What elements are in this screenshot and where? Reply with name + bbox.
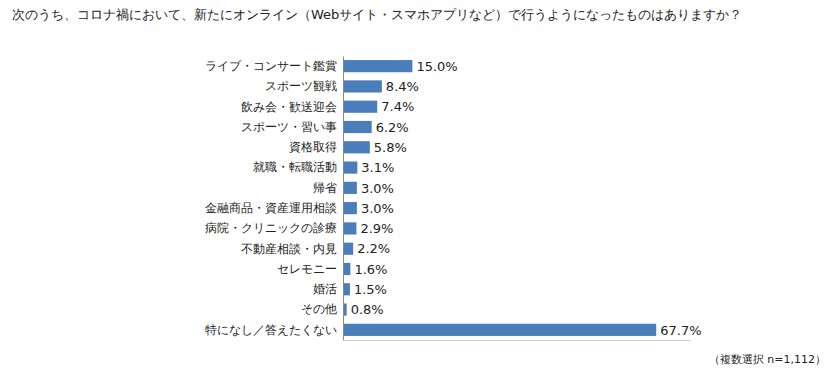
data-label: 3.1% [361,160,394,175]
y-tick: ライブ・コンサート鑑賞 [205,59,343,73]
y-tick-label: 帰省 [313,181,337,195]
title: 次のうち、コロナ禍において、新たにオンライン（Webサイト・スマホアプリなど）で… [12,7,742,22]
y-tick-label: スポーツ・習い事 [241,120,337,134]
y-tick-label: ライブ・コンサート鑑賞 [205,59,337,73]
bar [343,80,382,92]
y-tick: 婚活 [313,282,343,296]
data-label: 2.9% [360,221,393,236]
y-tick-label: 飲み会・歓送迎会 [241,100,337,114]
data-label: 6.2% [376,120,409,135]
bar [343,101,377,113]
data-label: 1.6% [354,262,387,277]
bar [343,161,357,173]
y-tick: セレモニー [277,262,343,276]
y-tick-label: その他 [301,302,337,316]
data-label: 7.4% [381,99,414,114]
data-label: 8.4% [386,79,419,94]
bar [343,222,356,234]
bars [343,60,656,336]
y-tick: 特になし／答えたくない [205,323,343,337]
y-tick-label: 就職・転職活動 [253,160,337,174]
data-label: 1.5% [354,282,387,297]
y-tick-label: 資格取得 [289,140,337,154]
bar [343,60,412,72]
data-label: 67.7% [660,323,701,338]
bar [343,283,350,295]
y-tick: その他 [301,302,343,316]
y-tick-label: 病院・クリニックの診療 [205,221,337,235]
bar [343,243,353,255]
data-label: 15.0% [416,59,457,74]
y-tick-label: 特になし／答えたくない [205,323,337,337]
y-tick: 金融商品・資産運用相談 [205,201,343,215]
y-tick-label: セレモニー [277,262,337,276]
y-tick: 飲み会・歓送迎会 [241,100,343,114]
x-axis-line [344,340,691,341]
data-label: 0.8% [351,302,384,317]
x-axis [344,340,691,341]
data-label: 3.0% [361,201,394,216]
y-tick: スポーツ・習い事 [241,120,343,134]
y-tick: 病院・クリニックの診療 [205,221,343,235]
y-tick: 就職・転職活動 [253,160,343,174]
y-tick-label: 金融商品・資産運用相談 [205,201,337,215]
bar [343,141,370,153]
bar [343,121,372,133]
data-label: 5.8% [374,140,407,155]
bar [343,263,350,275]
y-tick: スポーツ観戦 [265,79,343,93]
y-tick-label: 不動産相談・内見 [241,242,337,256]
note: （複数選択 n=1,112） [709,353,826,366]
y-axis: ライブ・コンサート鑑賞スポーツ観戦飲み会・歓送迎会スポーツ・習い事資格取得就職・… [205,57,344,341]
bar [343,324,656,336]
y-axis-line [343,57,344,341]
data-label: 2.2% [357,241,390,256]
y-tick-label: スポーツ観戦 [265,79,337,93]
bar [343,202,357,214]
y-tick: 不動産相談・内見 [241,242,343,256]
y-tick-label: 婚活 [313,282,337,296]
y-tick: 帰省 [313,181,343,195]
y-tick: 資格取得 [289,140,343,154]
data-label: 3.0% [361,181,394,196]
bar [343,182,357,194]
data-labels: 15.0% 8.4% 7.4% 6.2% 5.8% 3.1% 3.0% 3.0% 2.9% 2.2… [351,59,702,338]
